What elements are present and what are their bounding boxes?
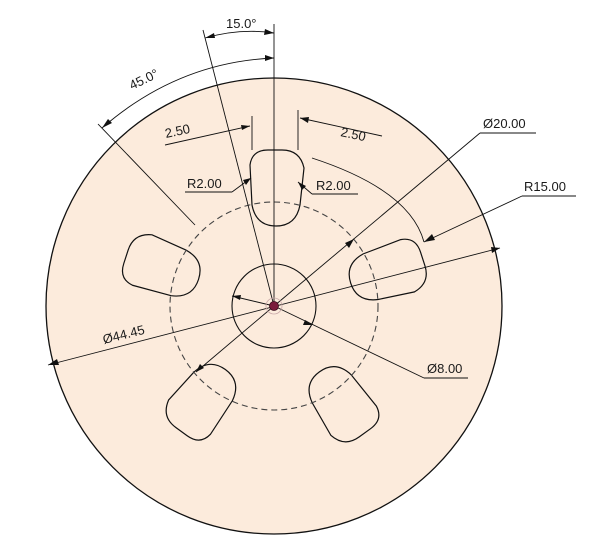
center-mark bbox=[269, 301, 279, 311]
offset-left-label: 2.50 bbox=[164, 121, 192, 141]
slot-radial-line bbox=[195, 305, 275, 373]
slot-left bbox=[121, 234, 201, 297]
bolt-circle bbox=[169, 201, 379, 411]
center-mark-halo bbox=[265, 297, 283, 315]
radius-right-label: R2.00 bbox=[316, 178, 351, 193]
hub-diameter-dimension bbox=[231, 295, 468, 379]
angle-pitch-dimension bbox=[97, 55, 275, 226]
slot-bottom-left bbox=[165, 363, 237, 441]
radius-right-leader bbox=[297, 181, 358, 195]
radius-left-label: R2.00 bbox=[187, 176, 222, 191]
offset-right-dimension bbox=[297, 110, 383, 150]
angle-slot-width-label: 15.0° bbox=[226, 16, 257, 31]
slot-top bbox=[249, 149, 305, 227]
bolt-circle-diameter-label: Ø20.00 bbox=[483, 116, 526, 131]
outer-arc-dimension bbox=[311, 157, 576, 243]
angle-slot-width-dimension bbox=[202, 24, 275, 307]
hub-diameter-label: Ø8.00 bbox=[427, 361, 462, 376]
slot-right bbox=[348, 238, 427, 301]
slot-bottom-right bbox=[308, 366, 380, 443]
angle-pitch-label: 45.0° bbox=[127, 66, 161, 93]
bolt-circle-dimension bbox=[273, 132, 536, 307]
radius-outer-arc-label: R15.00 bbox=[524, 179, 566, 194]
offset-left-dimension bbox=[164, 116, 253, 150]
radius-left-leader bbox=[185, 177, 252, 193]
offset-right-label: 2.50 bbox=[339, 124, 367, 144]
